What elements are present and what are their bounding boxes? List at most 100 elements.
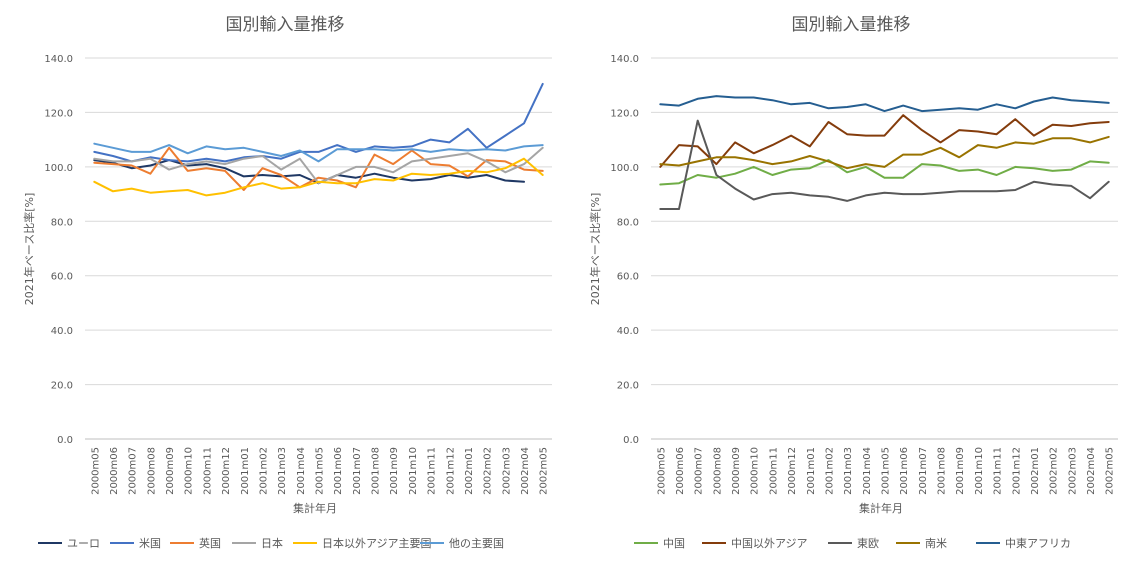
- y-tick-label: 20.0: [617, 381, 639, 392]
- x-tick-label: 2000m06: [109, 447, 120, 495]
- x-tick-label: 2002m05: [1105, 447, 1116, 495]
- series-line: [659, 119, 1110, 210]
- legend-label: 米国: [139, 537, 161, 550]
- x-tick-label: 2001m05: [315, 447, 326, 495]
- x-tick-label: 2001m09: [955, 447, 966, 495]
- x-tick-label: 2001m02: [824, 447, 835, 495]
- series-line: [93, 146, 544, 191]
- legend-label: 日本以外アジア主要国: [322, 536, 432, 550]
- chart-title: 国別輸入量推移: [226, 15, 345, 35]
- x-tick-label: 2000m06: [675, 447, 686, 495]
- y-tick-label: 140.0: [44, 54, 73, 65]
- x-tick-label: 2002m02: [1049, 447, 1060, 495]
- x-tick-label: 2002m01: [1030, 447, 1041, 495]
- legend-label: ユーロ: [67, 537, 100, 550]
- x-tick-label: 2001m02: [258, 447, 269, 495]
- x-tick-label: 2002m01: [464, 447, 475, 495]
- plot-area: 0.0 20.0 40.0 60.0 80.0 100.0 120.0 140.0 2000m0…: [44, 54, 552, 495]
- x-tick-label: 2001m06: [333, 447, 344, 495]
- legend-label: 英国: [199, 536, 221, 550]
- x-tick-label: 2002m03: [1067, 447, 1078, 495]
- x-tick-label: 2000m11: [768, 447, 779, 495]
- series-line: [93, 82, 544, 163]
- x-tick-label: 2001m12: [445, 447, 456, 495]
- legend-label: 中国: [663, 537, 685, 550]
- legend-label: 東欧: [857, 537, 879, 550]
- y-tick-label: 100.0: [610, 163, 639, 174]
- legend-label: 中国以外アジア: [731, 537, 808, 550]
- x-tick-label: 2000m10: [184, 447, 195, 495]
- x-tick-label: 2000m05: [656, 447, 667, 495]
- series-line: [659, 159, 1110, 186]
- y-tick-label: 20.0: [51, 381, 73, 392]
- x-tick-label: 2001m05: [881, 447, 892, 495]
- series-line: [659, 95, 1110, 113]
- x-tick-label: 2000m11: [202, 447, 213, 495]
- y-tick-label: 0.0: [57, 435, 73, 446]
- x-tick-label: 2002m04: [1086, 447, 1097, 495]
- series-line: [659, 135, 1110, 170]
- legend: ユーロ 米国 英国 日本 日本以外アジア主要国 他の主要国: [38, 536, 504, 550]
- y-tick-label: 120.0: [44, 108, 73, 119]
- y-tick-label: 60.0: [51, 272, 73, 283]
- legend-label: 中東アフリカ: [1005, 537, 1071, 550]
- x-tick-label: 2001m10: [974, 447, 985, 495]
- x-tick-label: 2001m04: [296, 447, 307, 495]
- y-axis-title: 2021年ベース比率[%]: [588, 193, 602, 305]
- x-tick-label: 2001m01: [806, 447, 817, 495]
- x-tick-label: 2000m05: [90, 447, 101, 495]
- x-tick-label: 2001m07: [352, 447, 363, 495]
- x-tick-label: 2000m07: [694, 447, 705, 495]
- line-chart-svg: 国別輸入量推移 2021年ベース比率[%] 集計年月 0.0 20.0 40.0 60…: [588, 15, 1118, 550]
- series-line: [659, 114, 1110, 168]
- x-tick-label: 2001m11: [993, 447, 1004, 495]
- y-tick-label: 80.0: [51, 217, 73, 228]
- y-axis-title: 2021年ベース比率[%]: [22, 193, 36, 305]
- x-tick-label: 2002m04: [520, 447, 531, 495]
- chart-title: 国別輸入量推移: [792, 15, 911, 35]
- x-tick-label: 2001m03: [843, 447, 854, 495]
- y-tick-label: 60.0: [617, 272, 639, 283]
- x-tick-label: 2001m06: [899, 447, 910, 495]
- y-tick-label: 120.0: [610, 108, 639, 119]
- y-tick-label: 100.0: [44, 163, 73, 174]
- x-tick-label: 2002m02: [483, 447, 494, 495]
- legend-label: 日本: [261, 536, 283, 550]
- x-tick-label: 2002m03: [501, 447, 512, 495]
- x-tick-label: 2001m10: [408, 447, 419, 495]
- plot-area: 0.0 20.0 40.0 60.0 80.0 100.0 120.0 140.0 2000m0…: [610, 54, 1118, 495]
- x-tick-label: 2000m09: [731, 447, 742, 495]
- y-tick-label: 80.0: [617, 217, 639, 228]
- series-line: [93, 157, 544, 197]
- x-tick-label: 2000m08: [146, 447, 157, 495]
- series-line: [93, 142, 544, 163]
- y-tick-label: 0.0: [623, 435, 639, 446]
- legend: 中国 中国以外アジア 東欧 南米 中東アフリカ: [634, 537, 1071, 550]
- legend-label: 他の主要国: [449, 537, 504, 550]
- series-line: [93, 146, 544, 185]
- x-tick-label: 2001m09: [389, 447, 400, 495]
- x-tick-label: 2001m08: [937, 447, 948, 495]
- x-tick-label: 2002m05: [539, 447, 550, 495]
- x-tick-label: 2000m10: [750, 447, 761, 495]
- x-tick-label: 2000m12: [221, 447, 232, 495]
- chart-left: 国別輸入量推移 2021年ベース比率[%] 集計年月 0.0 20.0 40.0 60…: [0, 0, 560, 567]
- x-tick-label: 2001m04: [862, 447, 873, 495]
- x-tick-label: 2001m12: [1011, 447, 1022, 495]
- x-tick-label: 2000m08: [712, 447, 723, 495]
- y-tick-label: 140.0: [610, 54, 639, 65]
- x-tick-label: 2001m03: [277, 447, 288, 495]
- x-axis-title: 集計年月: [293, 501, 337, 515]
- x-axis-title: 集計年月: [859, 501, 903, 515]
- y-tick-label: 40.0: [617, 326, 639, 337]
- x-tick-label: 2000m09: [165, 447, 176, 495]
- series-line: [93, 159, 525, 185]
- y-tick-label: 40.0: [51, 326, 73, 337]
- x-tick-label: 2001m11: [427, 447, 438, 495]
- x-tick-label: 2001m07: [918, 447, 929, 495]
- x-tick-label: 2000m12: [787, 447, 798, 495]
- legend-label: 南米: [925, 537, 947, 550]
- x-tick-label: 2000m07: [128, 447, 139, 495]
- x-tick-label: 2001m01: [240, 447, 251, 495]
- x-tick-label: 2001m08: [371, 447, 382, 495]
